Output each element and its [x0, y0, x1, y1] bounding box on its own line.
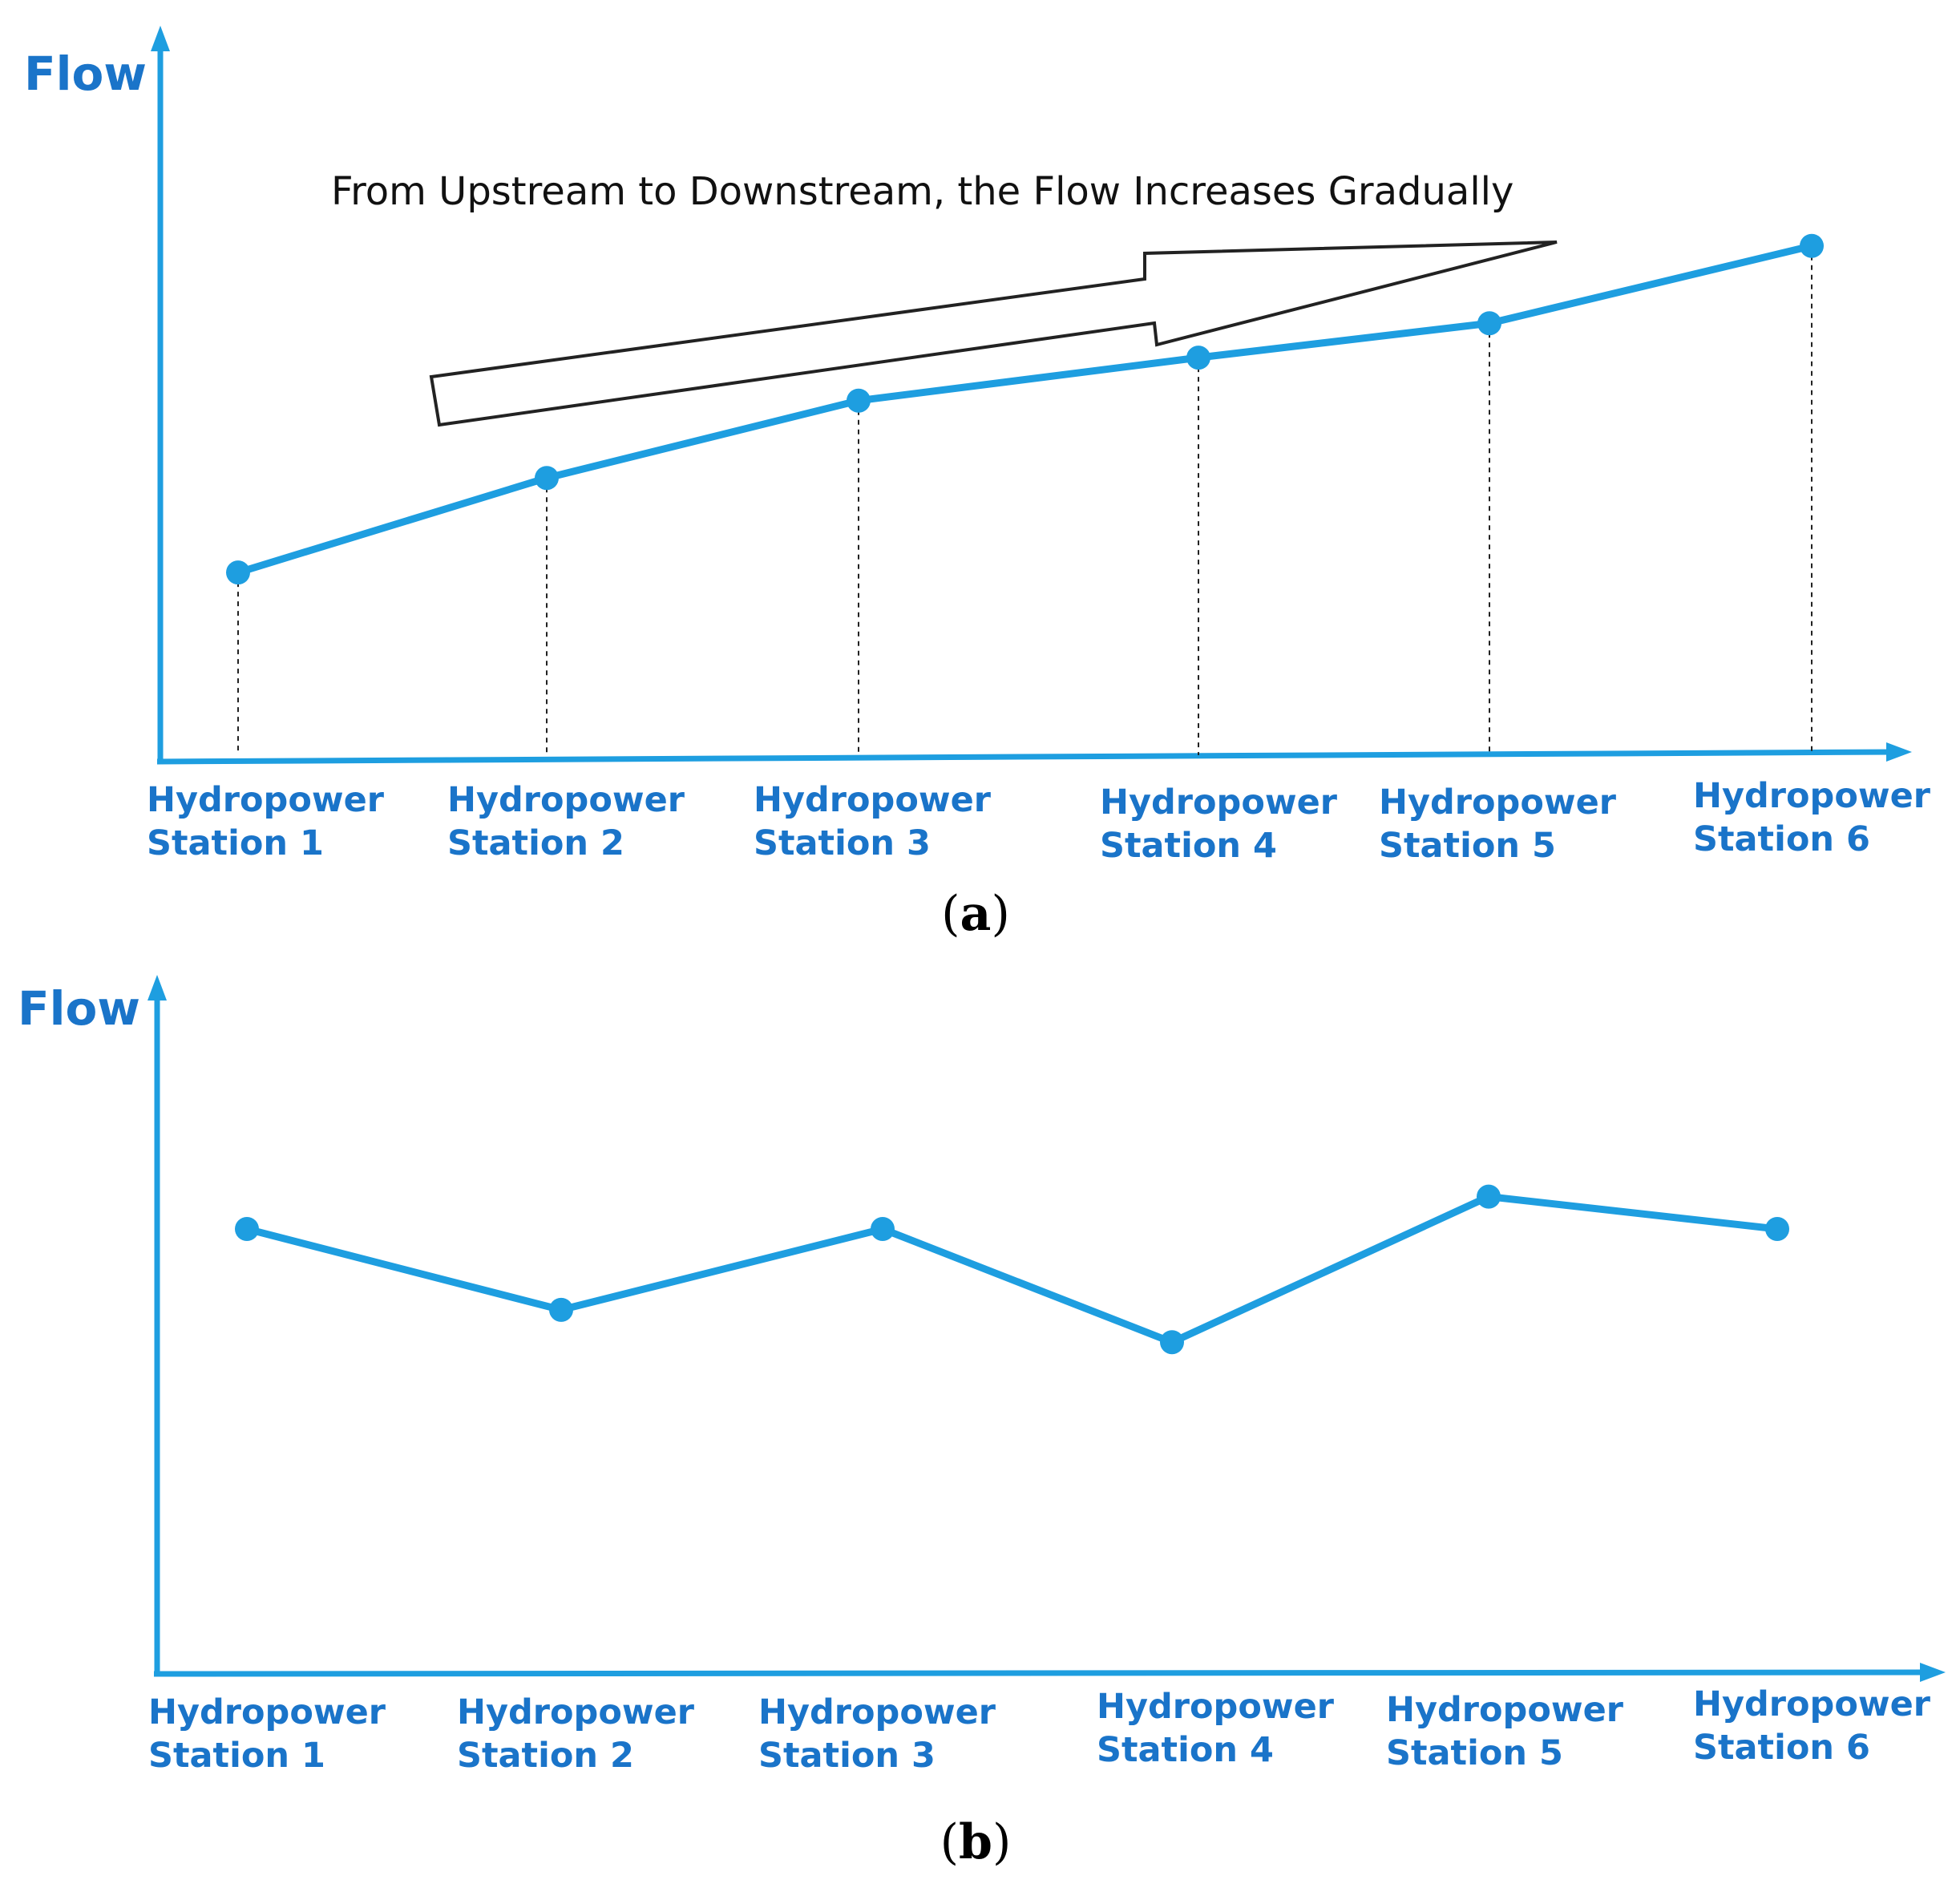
- trend-annotation: From Upstream to Downstream, the Flow In…: [331, 169, 1513, 214]
- x-axis-arrowhead-b: [1920, 1663, 1946, 1682]
- data-point-b-2: [549, 1297, 573, 1322]
- chart-panel-b: Flow Hydropower Station 1 Hydropower Sta…: [18, 975, 1946, 1870]
- trend-arrow: [429, 241, 1558, 427]
- x-axis-b: [153, 1669, 1929, 1677]
- series-line-a: [236, 242, 1813, 576]
- data-point-b-1: [235, 1217, 259, 1241]
- y-axis-arrowhead-b: [148, 975, 167, 1001]
- data-points-a: [226, 233, 1824, 585]
- chart-panel-a: Flow From Upstream to Downstream, the Fl…: [24, 26, 1942, 942]
- x-tick-label-b-5: Hydropower Station 5: [1386, 1690, 1635, 1773]
- x-tick-label-b-2: Hydropower Station 2: [457, 1692, 706, 1776]
- droplines-a: [237, 245, 1813, 755]
- data-point-a-3: [847, 388, 871, 413]
- x-tick-labels-b: Hydropower Station 1 Hydropower Station …: [148, 1684, 1942, 1776]
- data-point-a-6: [1800, 233, 1824, 258]
- data-point-b-5: [1477, 1184, 1501, 1209]
- x-tick-label-b-4: Hydropower Station 4: [1097, 1687, 1346, 1770]
- x-axis-arrowhead-a: [1886, 742, 1912, 762]
- data-point-a-4: [1186, 346, 1210, 370]
- y-axis-arrowhead-a: [151, 26, 170, 51]
- y-axis-title-b: Flow: [18, 981, 140, 1036]
- x-tick-labels-a: Hydropower Station 1 Hydropower Station …: [147, 776, 1942, 866]
- data-point-a-5: [1477, 311, 1501, 336]
- x-axis-a: [156, 749, 1897, 765]
- panel-label-b: (b): [940, 1814, 1012, 1870]
- x-tick-label-b-3: Hydropower Station 3: [758, 1692, 1008, 1776]
- y-axis-title-a: Flow: [24, 46, 147, 101]
- x-tick-label-a-1: Hydropower Station 1: [147, 780, 396, 863]
- data-point-b-4: [1160, 1330, 1184, 1355]
- data-point-a-2: [535, 466, 559, 491]
- x-tick-label-a-6: Hydropower Station 6: [1693, 776, 1942, 859]
- data-point-b-6: [1765, 1217, 1789, 1241]
- x-tick-label-a-5: Hydropower Station 5: [1379, 782, 1628, 866]
- data-points-b: [235, 1184, 1789, 1355]
- data-point-b-3: [871, 1217, 895, 1241]
- data-point-a-1: [226, 560, 250, 585]
- x-tick-label-b-1: Hydropower Station 1: [148, 1692, 398, 1776]
- x-tick-label-b-6: Hydropower Station 6: [1693, 1684, 1942, 1768]
- series-line-b: [245, 1193, 1778, 1346]
- panel-label-a: (a): [941, 886, 1010, 942]
- x-tick-label-a-3: Hydropower Station 3: [754, 780, 1003, 863]
- x-tick-label-a-4: Hydropower Station 4: [1100, 782, 1349, 866]
- x-tick-label-a-2: Hydropower Station 2: [447, 780, 697, 863]
